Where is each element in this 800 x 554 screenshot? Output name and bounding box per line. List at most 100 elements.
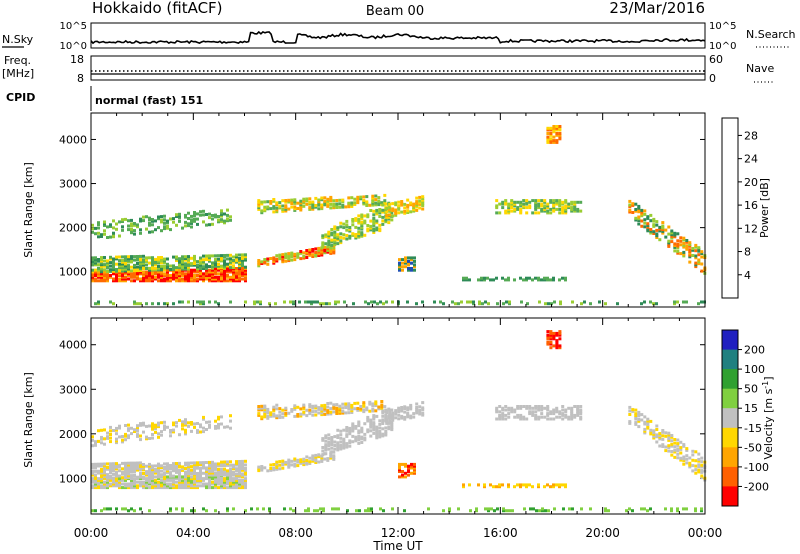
- range-cell: [564, 276, 567, 280]
- range-cell: [151, 425, 154, 429]
- range-cell: [187, 470, 190, 474]
- range-cell: [555, 406, 559, 410]
- range-cell: [208, 424, 211, 427]
- range-cell: [649, 419, 653, 423]
- range-cell: [208, 274, 211, 277]
- range-cell: [649, 507, 652, 511]
- range-cell: [564, 278, 567, 282]
- range-cell: [199, 475, 202, 479]
- range-cell: [163, 424, 166, 428]
- range-cell: [272, 261, 276, 265]
- range-cell: [363, 221, 367, 225]
- range-cell: [573, 209, 577, 213]
- range-cell: [375, 221, 379, 225]
- range-cell: [525, 406, 529, 410]
- range-cell: [676, 456, 680, 460]
- range-cell: [655, 424, 659, 428]
- range-cell: [329, 197, 333, 201]
- range-cell: [278, 414, 282, 418]
- range-cell: [522, 483, 525, 487]
- range-cell: [415, 409, 419, 413]
- range-cell: [510, 200, 514, 204]
- range-cell: [558, 331, 562, 335]
- range-cell: [196, 263, 199, 267]
- range-cell: [381, 418, 385, 422]
- range-cell: [354, 233, 358, 236]
- range-cell: [214, 267, 217, 270]
- range-cell: [284, 209, 288, 213]
- range-cell: [673, 455, 677, 459]
- range-cell: [360, 215, 364, 219]
- noise-panel: N.Sky 10^5 10^0 10^5 10^0 N.Search: [2, 21, 796, 52]
- range-cell: [406, 411, 410, 415]
- range-cell: [115, 262, 118, 266]
- range-cell: [649, 432, 653, 436]
- range-cell: [362, 202, 366, 206]
- range-cell: [354, 439, 358, 443]
- range-cell: [217, 486, 220, 490]
- range-cell: [477, 483, 480, 487]
- range-cell: [106, 467, 109, 471]
- range-cell: [130, 255, 133, 259]
- range-cell: [160, 257, 163, 261]
- range-cell: [299, 414, 303, 418]
- range-cell: [329, 199, 333, 203]
- range-cell: [643, 212, 647, 216]
- range-cell: [178, 219, 181, 223]
- range-cell: [100, 437, 103, 441]
- range-cell: [151, 223, 154, 227]
- range-cell: [278, 467, 282, 471]
- range-cell: [142, 475, 145, 479]
- range-cell: [293, 201, 297, 205]
- range-cell: [558, 132, 562, 135]
- range-cell: [316, 509, 319, 513]
- range-cell: [184, 423, 187, 427]
- range-cell: [244, 463, 247, 467]
- range-cell: [700, 252, 704, 255]
- range-cell: [214, 272, 217, 276]
- range-cell: [460, 300, 463, 304]
- range-cell: [339, 235, 343, 239]
- range-cell: [187, 260, 190, 264]
- range-cell: [357, 226, 361, 230]
- range-cell: [148, 473, 151, 477]
- range-cell: [263, 207, 267, 211]
- range-cell: [519, 485, 522, 489]
- range-cell: [241, 465, 244, 469]
- range-cell: [462, 483, 465, 487]
- range-cell: [145, 470, 148, 474]
- range-cell: [187, 255, 190, 259]
- range-cell: [112, 482, 115, 486]
- range-cell: [385, 411, 389, 415]
- range-cell: [448, 509, 451, 513]
- range-cell: [208, 469, 211, 473]
- range-cell: [178, 279, 181, 283]
- range-cell: [538, 300, 541, 304]
- range-cell: [151, 486, 154, 490]
- range-cell: [287, 257, 291, 261]
- range-cell: [103, 469, 106, 473]
- range-cell: [175, 274, 178, 277]
- range-cell: [673, 441, 677, 445]
- range-cell: [244, 470, 247, 474]
- range-cell: [100, 263, 103, 267]
- range-cell: [217, 279, 220, 283]
- range-cell: [109, 474, 112, 478]
- range-cell: [682, 507, 685, 511]
- range-cell: [561, 211, 565, 215]
- range-cell: [391, 214, 395, 218]
- colorbar-block: [722, 408, 738, 429]
- range-cell: [136, 258, 139, 262]
- range-cell: [229, 414, 232, 418]
- range-cell: [670, 434, 674, 437]
- range-cell: [537, 199, 541, 203]
- range-cell: [163, 467, 166, 471]
- range-cell: [184, 274, 187, 277]
- range-cell: [145, 272, 148, 276]
- range-cell: [266, 416, 270, 420]
- range-cell: [365, 408, 369, 412]
- range-cell: [369, 425, 373, 429]
- range-cell: [336, 446, 340, 450]
- range-cell: [532, 507, 535, 511]
- n-sky-label: N.Sky: [2, 33, 34, 46]
